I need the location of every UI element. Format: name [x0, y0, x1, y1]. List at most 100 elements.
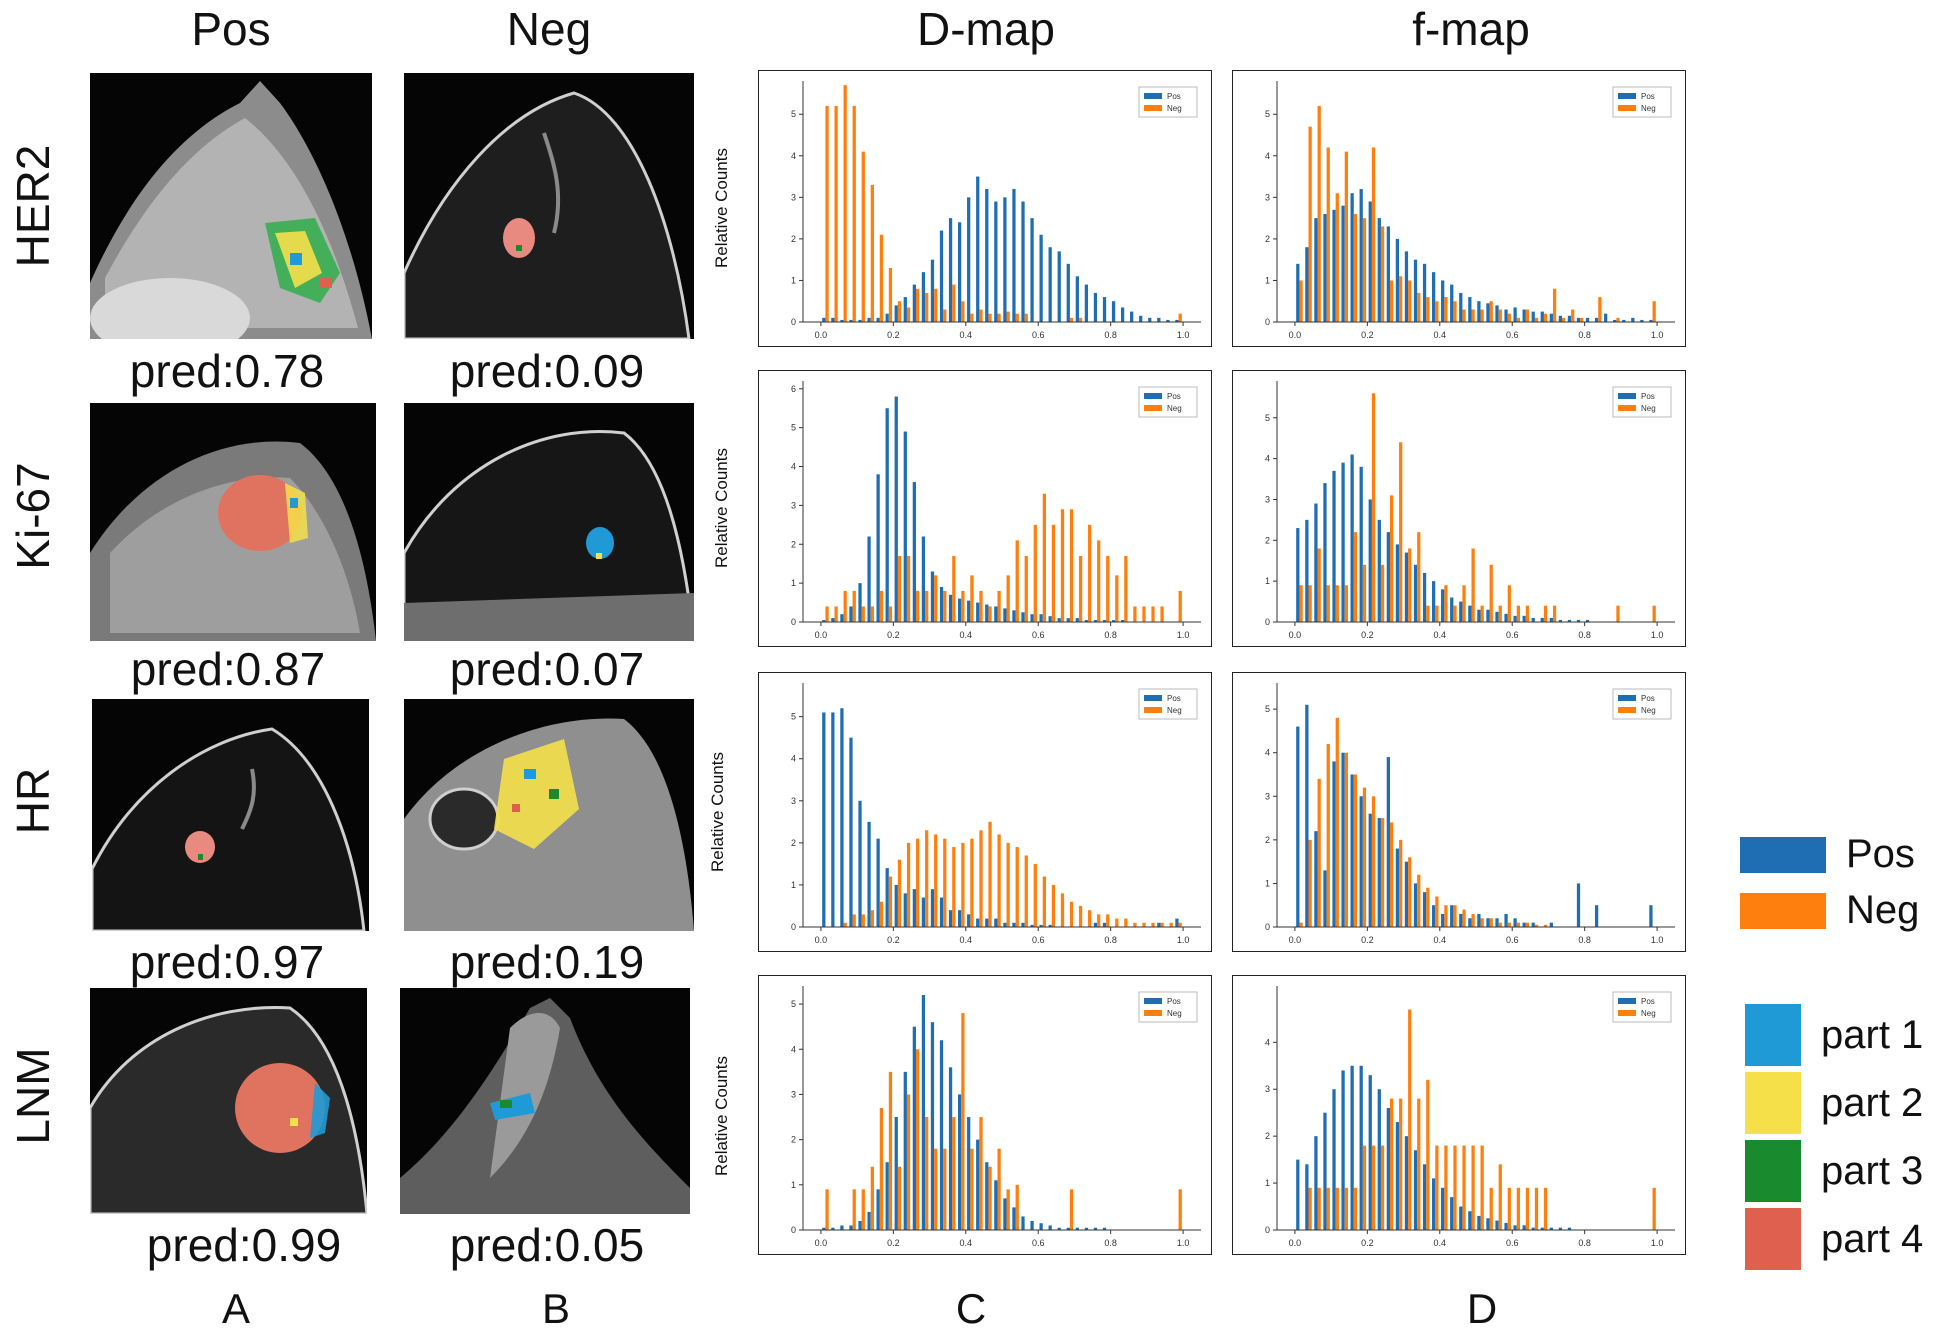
- x-tick-label: 1.0: [1177, 1238, 1190, 1248]
- bar-pos-25: [1522, 309, 1526, 322]
- bar-neg-0: [1299, 922, 1303, 927]
- bar-neg-3: [852, 914, 856, 927]
- bar-pos-31: [1102, 1227, 1107, 1230]
- x-tick-label: 0.0: [1289, 1238, 1302, 1248]
- bar-neg-3: [1326, 585, 1330, 622]
- bar-neg-5: [870, 910, 874, 927]
- bar-neg-24: [1516, 922, 1521, 927]
- bar-neg-20: [1006, 1189, 1010, 1230]
- bar-pos-10: [1386, 1108, 1390, 1230]
- bar-neg-31: [1580, 317, 1584, 322]
- bar-neg-20: [1006, 311, 1010, 322]
- x-tick-label: 0.0: [1289, 935, 1302, 945]
- bar-neg-11: [925, 292, 929, 322]
- bar-neg-13: [1417, 1098, 1421, 1230]
- inner-legend-label-neg: Neg: [1167, 404, 1182, 413]
- bar-pos-21: [1486, 609, 1490, 622]
- bar-pos-28: [1075, 276, 1079, 322]
- mri-image-her2-neg: [404, 73, 694, 339]
- bar-pos-4: [858, 1220, 862, 1230]
- bar-neg-25: [1525, 605, 1530, 622]
- y-tick-label: 0: [1265, 317, 1270, 327]
- bar-neg-15: [961, 590, 965, 622]
- bar-pos-16: [1441, 1187, 1445, 1230]
- bar-pos-15: [957, 222, 962, 322]
- bar-pos-21: [1012, 922, 1016, 927]
- bar-neg-14: [952, 847, 956, 927]
- bar-pos-13: [1413, 259, 1418, 322]
- y-tick-label: 0: [1265, 1225, 1270, 1235]
- y-tick-label: 0: [791, 317, 796, 327]
- bar-pos-2: [1314, 1136, 1318, 1230]
- bar-neg-16: [970, 838, 974, 927]
- bar-neg-8: [1371, 1145, 1376, 1230]
- inner-legend-label-pos: Pos: [1641, 694, 1655, 703]
- bar-neg-5: [870, 184, 874, 322]
- bar-neg-21: [1489, 918, 1493, 927]
- x-tick-label: 0.4: [960, 630, 973, 640]
- bar-neg-20: [1480, 605, 1484, 622]
- bar-neg-10: [1389, 1098, 1394, 1230]
- bar-pos-8: [894, 884, 898, 927]
- mri-image-lnm-neg: [400, 988, 690, 1214]
- bar-pos-27: [1066, 263, 1070, 322]
- bar-pos-9: [1377, 218, 1381, 322]
- inner-legend-swatch-pos: [1618, 998, 1636, 1004]
- x-tick-label: 0.4: [1434, 330, 1447, 340]
- bar-pos-3: [1323, 870, 1327, 927]
- bar-neg-35: [1616, 317, 1620, 322]
- bar-pos-28: [1549, 313, 1553, 322]
- x-tick-label: 0.2: [1361, 1238, 1374, 1248]
- bar-neg-10: [1389, 280, 1394, 322]
- bar-neg-21: [1015, 540, 1019, 622]
- prediction-ki67-neg: pred:0.07: [449, 643, 645, 695]
- prediction-hr-pos: pred:0.97: [129, 936, 325, 988]
- bar-pos-14: [1422, 263, 1427, 322]
- bar-pos-8: [1368, 1075, 1372, 1230]
- bar-neg-20: [1480, 918, 1484, 927]
- bar-neg-19: [997, 1148, 1001, 1230]
- bar-pos-31: [1576, 883, 1581, 927]
- bar-neg-20: [1480, 309, 1484, 322]
- bar-pos-23: [1504, 1222, 1508, 1230]
- bar-neg-7: [888, 606, 893, 622]
- x-tick-label: 1.0: [1651, 630, 1664, 640]
- bar-pos-11: [921, 272, 926, 322]
- bar-pos-9: [903, 431, 907, 622]
- inner-legend-swatch-neg: [1144, 1010, 1162, 1016]
- y-tick-label: 2: [1265, 835, 1270, 845]
- bar-pos-4: [858, 319, 862, 322]
- bar-neg-9: [906, 555, 911, 622]
- inner-legend-box: [1612, 991, 1672, 1023]
- bar-pos-30: [1093, 292, 1098, 322]
- y-tick-label: 3: [791, 1089, 796, 1099]
- ylabel-dmap-ki67: Relative Counts: [712, 448, 731, 569]
- bar-neg-31: [1106, 555, 1110, 622]
- bar-neg-5: [1344, 1187, 1348, 1230]
- bar-neg-7: [1362, 564, 1367, 622]
- bar-pos-18: [1459, 913, 1463, 927]
- bar-pos-10: [1386, 532, 1390, 622]
- bar-neg-13: [943, 309, 947, 322]
- bar-pos-23: [1504, 309, 1508, 322]
- bar-pos-15: [1431, 272, 1436, 322]
- bar-pos-9: [903, 893, 907, 927]
- mri-image-hr-neg: [404, 699, 694, 931]
- bar-neg-2: [1317, 778, 1321, 927]
- bar-pos-25: [1048, 924, 1052, 927]
- bar-pos-0: [1296, 263, 1300, 322]
- bar-neg-23: [1507, 585, 1511, 622]
- y-tick-label: 1: [791, 578, 796, 588]
- inner-legend-swatch-neg: [1618, 405, 1636, 411]
- bar-pos-24: [1513, 1225, 1517, 1230]
- inner-legend-swatch-pos: [1618, 393, 1636, 399]
- bar-pos-19: [1468, 1211, 1472, 1230]
- bar-neg-26: [1060, 893, 1065, 927]
- bar-pos-8: [1368, 201, 1372, 322]
- bar-pos-3: [849, 737, 853, 927]
- bar-pos-34: [1130, 311, 1134, 322]
- x-tick-label: 0.8: [1578, 630, 1591, 640]
- bar-pos-14: [1422, 572, 1427, 622]
- column-header-pos: Pos: [191, 3, 271, 55]
- x-tick-label: 0.4: [960, 935, 973, 945]
